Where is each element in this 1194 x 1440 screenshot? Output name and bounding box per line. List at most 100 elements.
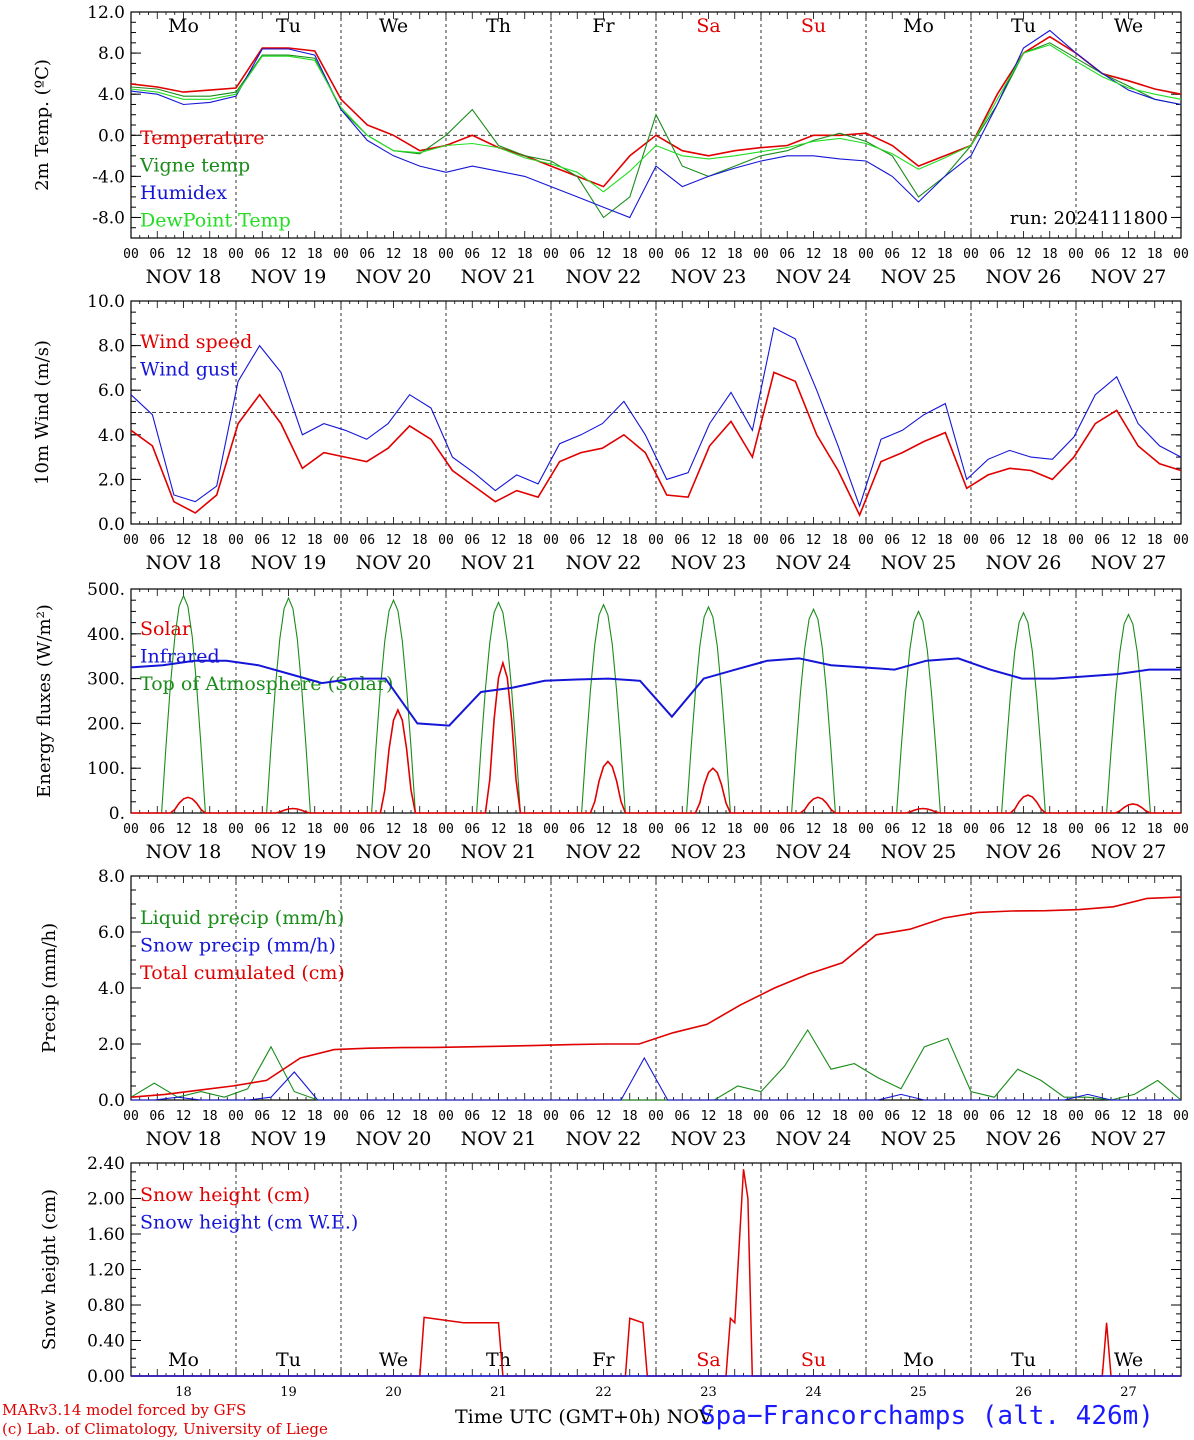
hour-tick-label: 00 (438, 822, 454, 837)
hour-tick-label: 18 (937, 822, 953, 837)
legend-vigne-temp: Vigne temp (139, 155, 250, 177)
hour-tick-label: 00 (648, 822, 664, 837)
hour-tick-label: 00 (438, 533, 454, 548)
day-name: Su (801, 1349, 826, 1371)
hour-tick-label: 00 (648, 533, 664, 548)
y-tick-label: 100. (87, 759, 125, 779)
legend-wind-gust: Wind gust (140, 359, 238, 381)
hour-tick-label: 18 (1042, 822, 1058, 837)
hour-tick-label: 12 (386, 822, 402, 837)
hour-tick-label: 00 (1068, 247, 1084, 262)
hour-tick-label: 06 (779, 1109, 795, 1124)
hour-tick-label: 18 (202, 533, 218, 548)
hour-tick-label: 06 (254, 822, 270, 837)
hour-tick-label: 00 (753, 822, 769, 837)
hour-tick-label: 12 (1121, 533, 1137, 548)
date-label: NOV 20 (356, 266, 432, 288)
hour-tick-label: 18 (412, 822, 428, 837)
legend-wind-speed: Wind speed (140, 331, 252, 353)
series-total-cumulated (130, 896, 1182, 1098)
hour-tick-label: 00 (1173, 247, 1189, 262)
hour-tick-label: 00 (648, 247, 664, 262)
date-label: NOV 20 (356, 552, 432, 574)
day-name: Fr (592, 15, 615, 37)
hour-tick-label: 18 (517, 822, 533, 837)
hour-tick-label: 18 (1147, 533, 1163, 548)
hour-tick-label: 00 (753, 247, 769, 262)
legend-snow-height-cm-: Snow height (cm) (140, 1184, 310, 1206)
series-wind-speed (130, 371, 1182, 518)
hour-tick-label: 12 (176, 533, 192, 548)
hour-tick-label: 12 (806, 533, 822, 548)
date-label: NOV 23 (671, 841, 747, 863)
y-tick-label: 12.0 (87, 3, 125, 23)
hour-tick-label: 12 (911, 247, 927, 262)
date-label: NOV 25 (881, 841, 957, 863)
date-label: NOV 22 (566, 266, 642, 288)
date-label: NOV 20 (356, 1128, 432, 1150)
hour-tick-label: 06 (254, 1109, 270, 1124)
day-name: Tu (1011, 15, 1036, 37)
hour-tick-label: 12 (491, 247, 507, 262)
hour-tick-label: 18 (412, 247, 428, 262)
hour-tick-label: 12 (386, 247, 402, 262)
hour-tick-label: 06 (149, 533, 165, 548)
y-tick-label: 0.0 (98, 515, 125, 535)
day-number: 22 (595, 1385, 612, 1400)
hour-tick-label: 00 (1068, 533, 1084, 548)
y-tick-label: 2.40 (87, 1154, 125, 1174)
legend-infrared: Infrared (140, 646, 220, 668)
hour-tick-label: 06 (569, 533, 585, 548)
date-label: NOV 21 (461, 841, 537, 863)
day-name: Tu (276, 1349, 301, 1371)
y-tick-label: 400. (87, 625, 125, 645)
y-tick-label: -8.0 (92, 208, 125, 228)
series-vigne-temp (130, 42, 1182, 219)
hour-tick-label: 00 (1173, 533, 1189, 548)
hour-tick-label: 00 (1068, 1109, 1084, 1124)
x-axis-label: Time UTC (GMT+0h) NOV (455, 1406, 713, 1428)
hour-tick-label: 06 (1094, 247, 1110, 262)
y-tick-label: 0.40 (87, 1332, 125, 1352)
y-tick-label: 1.20 (87, 1261, 125, 1281)
date-label: NOV 24 (776, 266, 852, 288)
hour-tick-label: 12 (596, 1109, 612, 1124)
y-tick-label: -4.0 (92, 167, 125, 187)
day-name: We (1114, 1349, 1143, 1371)
hour-tick-label: 06 (1094, 822, 1110, 837)
hour-tick-label: 18 (412, 533, 428, 548)
date-label: NOV 19 (251, 1128, 327, 1150)
date-label: NOV 26 (986, 1128, 1062, 1150)
day-name: Tu (1011, 1349, 1036, 1371)
day-name: Sa (696, 1349, 720, 1371)
y-tick-label: 8.0 (98, 44, 125, 64)
y-tick-label: 0. (109, 804, 125, 824)
hour-tick-label: 12 (701, 533, 717, 548)
day-number: 25 (910, 1385, 927, 1400)
y-tick-label: 500. (87, 580, 125, 600)
hour-tick-label: 06 (989, 822, 1005, 837)
date-label: NOV 25 (881, 552, 957, 574)
hour-tick-label: 06 (884, 1109, 900, 1124)
hour-tick-label: 06 (359, 822, 375, 837)
hour-tick-label: 06 (569, 1109, 585, 1124)
hour-tick-label: 18 (832, 533, 848, 548)
series-snow-precip (131, 1056, 1181, 1101)
panel-snow: 0.00 0.40 0.80 1.20 1.60 2.00 2.40 Snow height … (39, 1154, 1182, 1400)
hour-tick-label: 12 (491, 822, 507, 837)
date-label: NOV 26 (986, 841, 1062, 863)
hour-tick-label: 18 (517, 247, 533, 262)
hour-tick-label: 00 (228, 533, 244, 548)
day-number: 20 (385, 1385, 402, 1400)
hour-tick-label: 12 (386, 533, 402, 548)
date-label: NOV 21 (461, 1128, 537, 1150)
day-number: 19 (280, 1385, 297, 1400)
panel-wind: 0.0 2.0 4.0 6.0 8.0 10.0 10m Wind (m/s) 00 06 12 1… (32, 292, 1189, 574)
legend-total-cumulated-cm-: Total cumulated (cm) (140, 962, 345, 984)
hour-tick-label: 00 (963, 533, 979, 548)
hour-tick-label: 12 (386, 1109, 402, 1124)
hour-tick-label: 00 (543, 247, 559, 262)
hour-tick-label: 18 (202, 822, 218, 837)
hour-tick-label: 12 (806, 247, 822, 262)
hour-tick-label: 06 (884, 247, 900, 262)
